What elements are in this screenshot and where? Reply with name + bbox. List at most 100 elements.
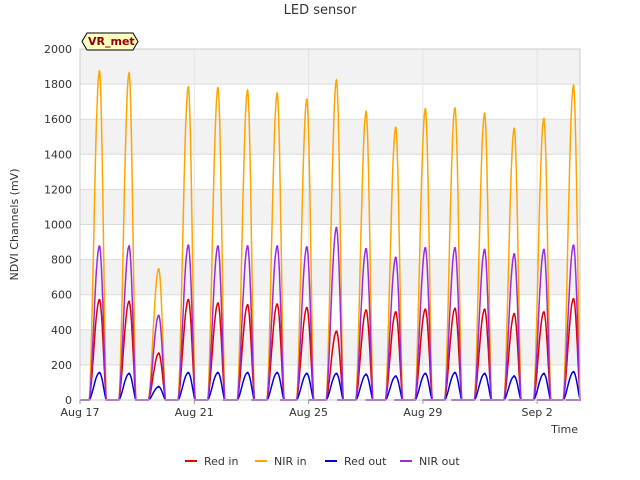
data-point-nir_in [394,126,397,130]
data-point-nir_in [157,268,160,271]
plot-band [80,49,580,85]
legend: Red in NIR in Red out NIR out [185,455,460,468]
y-tick-label: 1600 [44,113,72,126]
x-tick-label: Aug 25 [289,406,328,419]
data-point-red_in [572,297,575,301]
series-layer [80,69,581,401]
data-point-red_in [127,300,131,303]
data-point-nir_out [246,245,249,248]
data-point-red_out [513,375,516,378]
data-point-red_in [98,298,101,302]
legend-label-nir_in: NIR in [274,455,307,468]
data-point-nir_in [424,108,427,111]
data-point-red_in [394,311,397,314]
data-point-nir_out [572,244,575,247]
x-tick-label: Aug 17 [61,406,100,419]
data-point-nir_out [335,226,338,230]
data-point-nir_out [424,247,427,250]
data-point-nir_out [305,246,308,249]
y-tick-label: 600 [51,289,72,302]
data-point-red_out [364,373,368,376]
data-point-red_in [246,304,249,307]
data-point-nir_out [216,245,220,248]
data-point-red_out [305,372,308,375]
chart-title: LED sensor [284,3,357,18]
data-point-red_out [246,371,249,374]
data-point-nir_out [276,245,279,248]
data-point-red_out [187,371,190,374]
data-point-nir_in [246,89,249,93]
y-tick-label: 0 [65,394,72,407]
site-badge-label: VR_met [88,35,135,48]
data-point-nir_in [216,87,220,90]
data-point-red_out [424,372,427,375]
data-point-nir_out [542,248,546,252]
data-point-red_in [364,309,368,312]
data-point-red_out [276,371,279,374]
data-point-nir_in [542,118,546,121]
data-point-red_in [157,352,160,355]
data-point-red_in [187,298,190,302]
x-tick-label: Aug 29 [403,406,442,419]
data-point-red_in [542,311,546,314]
data-point-nir_out [453,247,457,250]
data-point-red_in [513,312,516,316]
y-tick-label: 1000 [44,219,72,232]
data-point-red_out [157,385,160,388]
data-point-nir_out [364,247,368,251]
data-point-nir_in [276,92,279,96]
plot-band [80,189,580,225]
y-axis-ticks: 0 200 400 600 800 1000 1200 1400 1600 1800 2000 [44,43,72,407]
data-point-red_in [305,306,308,310]
y-tick-label: 1400 [44,148,72,161]
data-point-nir_in [513,127,516,131]
data-point-red_out [335,372,338,375]
data-point-nir_out [513,253,516,256]
plot-band [80,119,580,155]
x-tick-label: Aug 21 [175,406,214,419]
data-point-nir_out [127,245,131,248]
data-point-nir_out [157,314,160,317]
data-point-red_out [453,371,457,374]
data-point-nir_in [364,111,368,114]
data-point-red_out [216,371,220,374]
legend-label-nir_out: NIR out [419,455,460,468]
data-point-red_in [453,307,457,310]
data-point-nir_in [127,72,131,75]
y-tick-label: 1800 [44,78,72,91]
data-point-red_out [127,372,131,375]
data-point-red_out [483,372,486,375]
y-tick-label: 1200 [44,183,72,196]
legend-label-red_in: Red in [204,455,238,468]
data-point-red_out [394,375,397,378]
y-axis-label: NDVI Channels (mV) [8,169,21,281]
data-point-red_in [216,302,220,305]
data-point-red_in [483,308,486,311]
data-point-nir_out [98,245,101,248]
data-point-red_out [542,372,546,375]
y-tick-label: 400 [51,324,72,337]
data-point-red_out [572,370,575,374]
site-badge-shape [81,32,139,51]
data-point-red_in [335,330,338,333]
plot-band [80,84,580,120]
y-tick-label: 2000 [44,43,72,56]
data-point-nir_in [305,98,308,102]
y-tick-label: 800 [51,254,72,267]
x-tick-label: Sep 2 [522,406,553,419]
x-axis-label: Time [550,423,578,436]
y-tick-label: 200 [51,359,72,372]
data-point-red_in [276,303,279,306]
data-point-nir_out [187,244,190,247]
data-point-nir_in [98,70,101,74]
data-point-nir_in [187,86,190,89]
data-point-nir_out [394,256,397,259]
data-point-red_in [424,308,427,311]
data-point-red_out [98,371,101,374]
data-point-nir_out [483,248,486,252]
data-point-nir_in [453,107,457,110]
legend-label-red_out: Red out [344,455,387,468]
data-point-nir_in [483,112,486,116]
data-point-nir_in [572,84,575,88]
